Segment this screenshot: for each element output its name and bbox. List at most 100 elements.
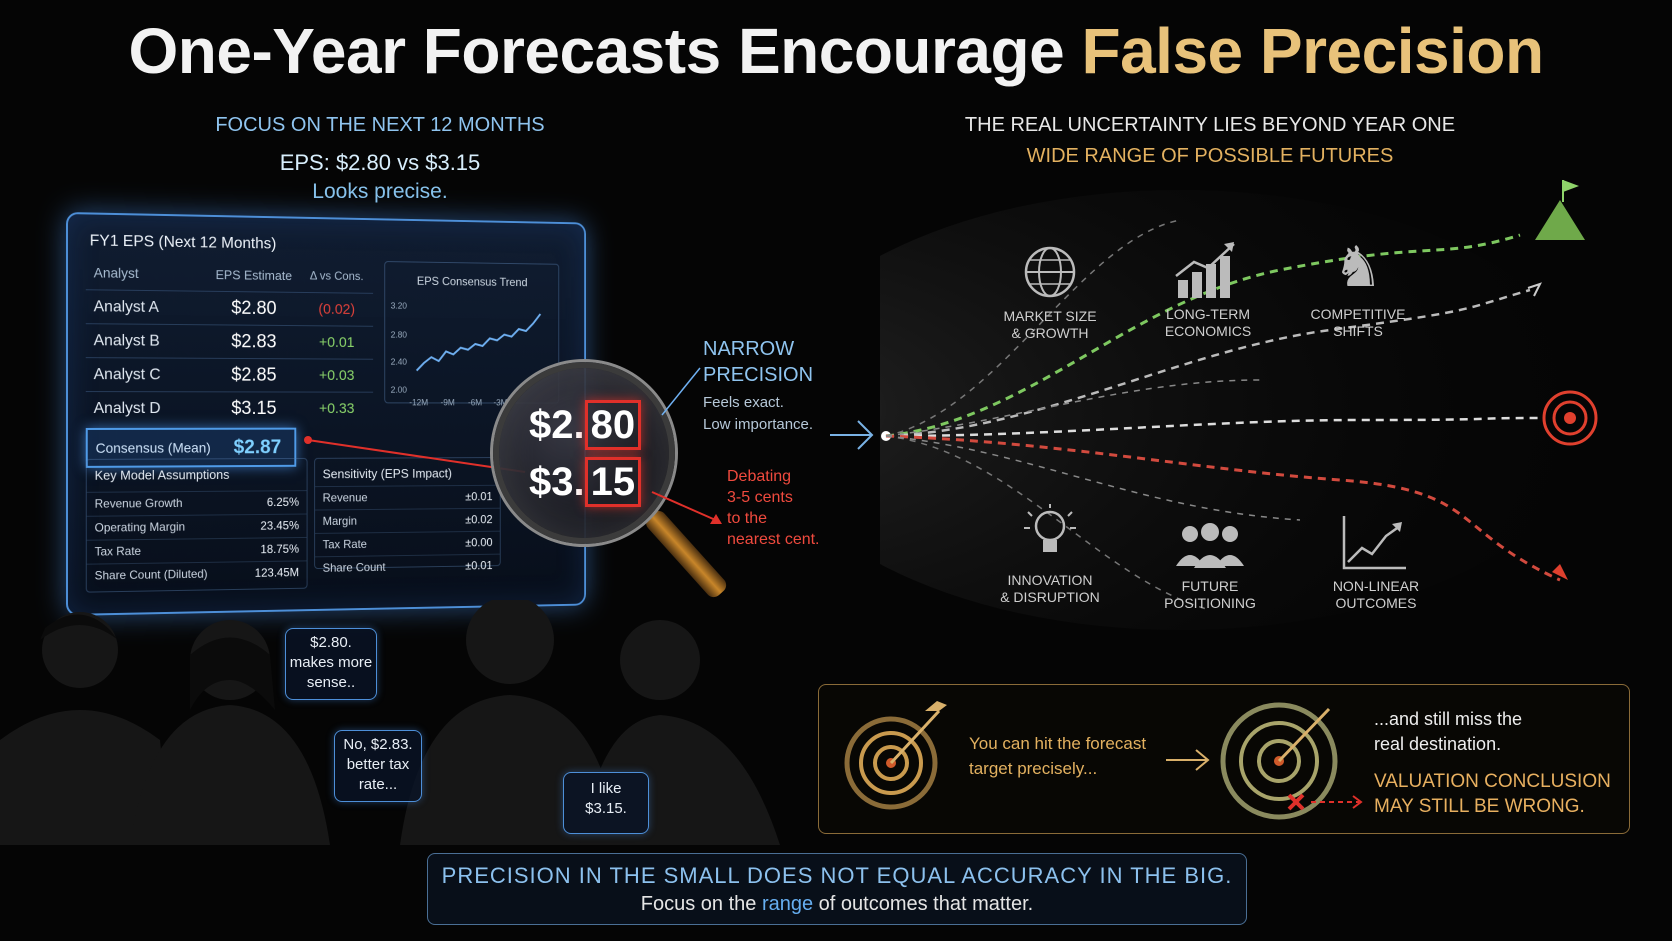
sensitivity-value: ±0.02 (465, 512, 493, 527)
speech-bubble-3: I like $3.15. (563, 772, 649, 834)
icon-label-economics: LONG-TERM ECONOMICS (1164, 306, 1252, 339)
delta-value: +0.33 (318, 400, 355, 417)
y-tick: 2.80 (390, 329, 407, 340)
x-tick: -6M (467, 397, 483, 408)
speech-bubble-1: $2.80. makes more sense.. (285, 628, 377, 700)
right-subtitle: THE REAL UNCERTAINTY LIES BEYOND YEAR ON… (964, 114, 1456, 136)
panel-title: FY1 EPS (Next 12 Months) (89, 232, 277, 253)
sensitivity-label: Tax Rate (322, 537, 367, 552)
left-subtitle: FOCUS ON THE NEXT 12 MONTHS (215, 114, 545, 136)
sensitivity-row: Revenue ±0.01 (315, 484, 500, 510)
analyst-name: Analyst A (93, 298, 159, 316)
assumption-label: Operating Margin (94, 519, 186, 535)
icon-label-innovation: INNOVATION & DISRUPTION (1000, 572, 1100, 605)
hit-forecast-text: You can hit the forecast target precisely… (969, 734, 1147, 778)
debating-text: Debating 3-5 cents to the nearest cent. (727, 468, 820, 548)
y-tick: 2.40 (390, 356, 407, 367)
range-highlight: range (761, 893, 814, 915)
analyst-name: Analyst D (93, 400, 161, 417)
sensitivity-row: Margin ±0.02 (315, 507, 500, 533)
sensitivity-value: ±0.00 (465, 535, 493, 550)
assumption-value: 6.25% (266, 495, 300, 510)
target-miss-icon (1220, 702, 1363, 820)
sensitivity-row: Tax Rate ±0.00 (315, 530, 500, 557)
highlight-cents-1: 80 (584, 400, 642, 450)
delta-value: +0.01 (318, 334, 355, 351)
y-tick: 2.00 (390, 384, 407, 395)
icon-label-positioning: FUTURE POSITIONING (1164, 578, 1256, 611)
magnified-eps-1: $2. 80 (529, 400, 642, 450)
line-chart-icon (1336, 512, 1416, 572)
header-delta: Δ vs Cons. (309, 268, 364, 284)
analyst-name: Analyst B (93, 332, 160, 350)
table-row: Analyst D $3.15 +0.33 (85, 391, 374, 425)
table-header: Analyst EPS Estimate Δ vs Cons. (86, 256, 373, 293)
debate-arrow (651, 491, 722, 524)
valuation-warning: VALUATION CONCLUSION MAY STILL BE WRONG. (1374, 771, 1611, 817)
page-title: One-Year Forecasts Encourage False Preci… (128, 15, 1544, 87)
globe-icon (1010, 244, 1090, 300)
assumption-value: 18.75% (260, 541, 300, 557)
icon-label-market: MARKET SIZE & GROWTH (1003, 308, 1097, 341)
miss-destination-text: ...and still miss the real destination. (1374, 709, 1523, 754)
lightbulb-icon (1010, 502, 1090, 562)
assumption-label: Tax Rate (94, 544, 142, 559)
speech-bubble-2: No, $2.83. better tax rate... (334, 730, 422, 802)
sensitivity-value: ±0.01 (465, 489, 493, 504)
footer-box: PRECISION IN THE SMALL DOES NOT EQUAL AC… (427, 853, 1247, 925)
assumption-label: Revenue Growth (94, 496, 183, 511)
assumption-row: Share Count (Diluted) 123.45M (86, 560, 307, 588)
feels-exact-text: Feels exact. Low importance. (703, 394, 814, 433)
sensitivity-value: ±0.01 (465, 558, 493, 573)
assumption-value: 123.45M (254, 565, 300, 580)
footer-subline: Focus on the range of outcomes that matt… (640, 893, 1034, 915)
header-analyst: Analyst (93, 264, 139, 281)
highlight-cents-2: 15 (584, 457, 642, 507)
eps-value: $2.83 (231, 331, 277, 353)
target-hit-icon (844, 701, 947, 810)
title-highlight: False Precision (1081, 15, 1544, 87)
looks-precise: Looks precise. (312, 180, 448, 203)
y-tick: 3.20 (390, 300, 407, 311)
analysts-group (0, 596, 780, 845)
assumption-label: Share Count (Diluted) (94, 566, 208, 583)
eps-compare: EPS: $2.80 vs $3.15 (279, 150, 481, 175)
people-icon (1170, 520, 1250, 570)
footer-headline: PRECISION IN THE SMALL DOES NOT EQUAL AC… (441, 863, 1233, 888)
header-eps: EPS Estimate (215, 267, 293, 284)
x-tick: -12M (409, 397, 429, 408)
sensitivity-label: Revenue (322, 490, 368, 505)
delta-value: +0.03 (318, 367, 355, 384)
sensitivity-row: Share Count ±0.01 (315, 553, 500, 580)
assumptions-box: Key Model Assumptions Revenue Growth 6.25… (85, 457, 308, 593)
trend-title: EPS Consensus Trend (416, 274, 528, 290)
chess-knight-icon: ♞ (1332, 235, 1384, 300)
transition-arrow-icon (830, 420, 874, 450)
eps-value: $2.85 (231, 364, 277, 386)
eps-value: $3.15 (231, 398, 277, 419)
table-row: Analyst A $2.80 (0.02) (85, 289, 374, 326)
sensitivity-label: Margin (322, 513, 357, 528)
magnified-eps-2: $3. 15 (529, 457, 642, 507)
icon-label-competitive: COMPETITIVE SHIFTS (1310, 306, 1406, 339)
assumption-row: Tax Rate 18.75% (86, 536, 307, 564)
x-tick: -9M (440, 397, 455, 408)
wide-range-label: WIDE RANGE OF POSSIBLE FUTURES (1026, 145, 1394, 167)
table-row: Analyst B $2.83 +0.01 (85, 323, 374, 359)
analyst-name: Analyst C (93, 366, 161, 384)
magnifier: $2. 80 $3. 15 (493, 362, 675, 544)
narrow-connector (661, 367, 701, 416)
narrow-precision-label: NARROW PRECISION (703, 338, 814, 386)
icon-label-nonlinear: NON-LINEAR OUTCOMES (1332, 578, 1420, 611)
arrow-right-icon (1166, 749, 1210, 771)
bar-chart-icon (1168, 240, 1248, 300)
assumption-value: 23.45% (260, 518, 300, 533)
assumptions-title: Key Model Assumptions (94, 467, 230, 483)
assumption-row: Revenue Growth 6.25% (86, 490, 307, 516)
sensitivity-label: Share Count (322, 560, 386, 575)
futures-fan (880, 180, 1600, 630)
eps-value: $2.80 (231, 297, 277, 320)
pointer-line (304, 436, 526, 473)
table-row: Analyst C $2.85 +0.03 (85, 357, 374, 392)
assumption-row: Operating Margin 23.45% (86, 513, 307, 540)
